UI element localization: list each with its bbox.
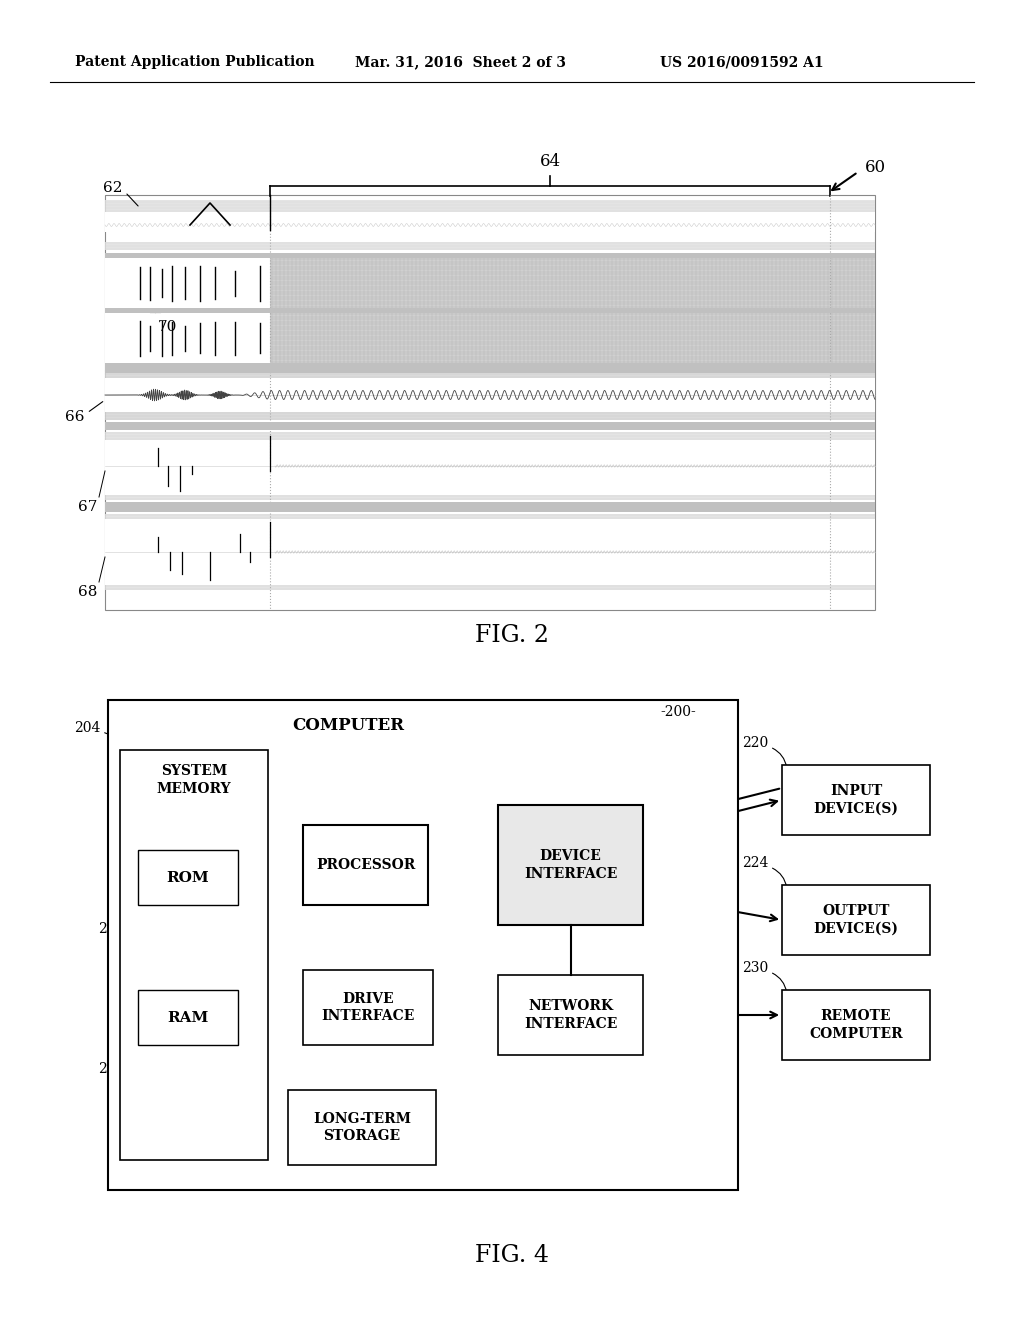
Bar xyxy=(498,805,643,925)
Bar xyxy=(303,825,428,906)
Bar xyxy=(105,195,874,610)
Text: SYSTEM
MEMORY: SYSTEM MEMORY xyxy=(157,764,231,796)
Bar xyxy=(105,378,874,412)
Text: REMOTE
COMPUTER: REMOTE COMPUTER xyxy=(809,1010,903,1040)
Text: ROM: ROM xyxy=(167,870,209,884)
Text: 66: 66 xyxy=(66,411,85,424)
Text: LONG-TERM
STORAGE: LONG-TERM STORAGE xyxy=(313,1111,411,1143)
Text: 67: 67 xyxy=(78,500,97,513)
Text: 220: 220 xyxy=(741,737,768,750)
Bar xyxy=(105,368,874,374)
Bar xyxy=(105,432,874,440)
Bar xyxy=(782,884,930,954)
Text: 62: 62 xyxy=(102,181,122,195)
Bar xyxy=(105,313,270,363)
Text: FIG. 2: FIG. 2 xyxy=(475,623,549,647)
Text: 230: 230 xyxy=(741,961,768,975)
Bar xyxy=(105,253,874,257)
Text: NETWORK
INTERFACE: NETWORK INTERFACE xyxy=(524,999,617,1031)
Text: 204: 204 xyxy=(74,721,100,735)
Bar xyxy=(288,1090,436,1166)
Text: 216: 216 xyxy=(262,941,289,954)
Bar xyxy=(782,766,930,836)
Text: 232: 232 xyxy=(460,946,486,960)
Text: COMPUTER: COMPUTER xyxy=(292,717,404,734)
Bar xyxy=(498,975,643,1055)
Text: 208: 208 xyxy=(97,921,124,936)
Bar xyxy=(105,201,874,213)
Bar xyxy=(105,502,874,512)
Text: OUTPUT
DEVICE(S): OUTPUT DEVICE(S) xyxy=(813,904,898,936)
Bar xyxy=(108,700,738,1191)
Bar xyxy=(105,308,874,313)
Bar xyxy=(105,363,874,368)
Bar xyxy=(120,750,268,1160)
Text: 68: 68 xyxy=(78,585,97,599)
Bar xyxy=(303,970,433,1045)
Bar xyxy=(105,585,874,590)
Text: 214: 214 xyxy=(250,1061,276,1074)
Text: RAM: RAM xyxy=(167,1011,209,1024)
Text: Patent Application Publication: Patent Application Publication xyxy=(75,55,314,69)
Text: 202: 202 xyxy=(265,796,291,810)
Text: Mar. 31, 2016  Sheet 2 of 3: Mar. 31, 2016 Sheet 2 of 3 xyxy=(355,55,566,69)
Text: 222: 222 xyxy=(460,776,486,789)
Bar xyxy=(105,213,874,232)
Text: 70: 70 xyxy=(158,319,177,334)
Text: 60: 60 xyxy=(865,160,886,177)
Text: -200-: -200- xyxy=(660,705,696,719)
Bar xyxy=(105,242,874,249)
Text: 224: 224 xyxy=(741,855,768,870)
Bar xyxy=(270,257,874,308)
Bar xyxy=(782,990,930,1060)
Bar xyxy=(138,990,238,1045)
Text: 210: 210 xyxy=(97,1063,124,1076)
Bar xyxy=(105,257,270,308)
Text: DEVICE
INTERFACE: DEVICE INTERFACE xyxy=(524,849,617,880)
Bar xyxy=(105,513,874,519)
Text: INPUT
DEVICE(S): INPUT DEVICE(S) xyxy=(813,784,898,816)
Bar xyxy=(138,850,238,906)
Text: DRIVE
INTERFACE: DRIVE INTERFACE xyxy=(322,991,415,1023)
Text: 64: 64 xyxy=(540,153,560,170)
Bar xyxy=(105,370,874,378)
Bar xyxy=(105,412,874,420)
Bar xyxy=(105,422,874,430)
Bar xyxy=(105,519,874,585)
Bar xyxy=(270,313,874,363)
Text: FIG. 4: FIG. 4 xyxy=(475,1243,549,1266)
Text: US 2016/0091592 A1: US 2016/0091592 A1 xyxy=(660,55,823,69)
Bar xyxy=(105,440,874,495)
Bar xyxy=(105,495,874,500)
Text: PROCESSOR: PROCESSOR xyxy=(315,858,415,873)
